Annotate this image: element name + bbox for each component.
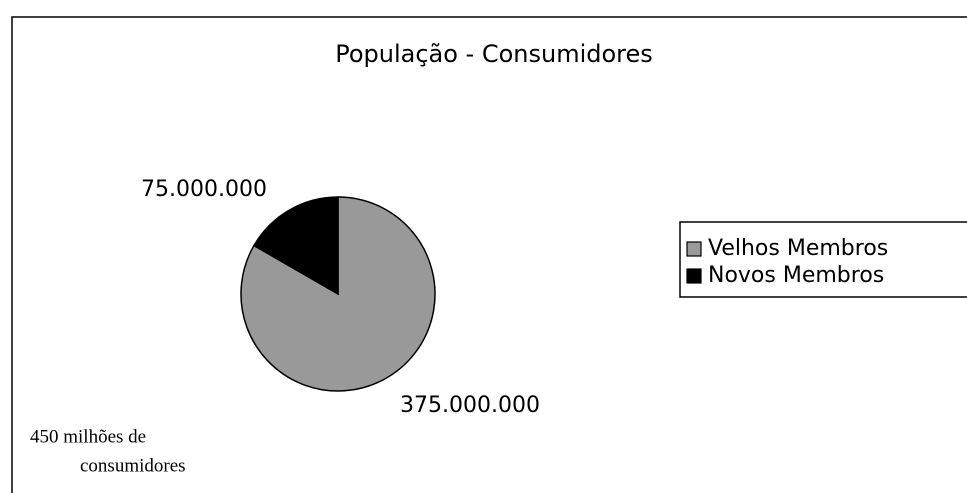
legend-label: Velhos Membros xyxy=(708,236,888,261)
legend-swatch xyxy=(686,241,702,257)
chart-title: População - Consumidores xyxy=(335,40,653,68)
data-label: 375.000.000 xyxy=(400,393,540,418)
pie-slice xyxy=(252,196,339,296)
annotation: consumidores xyxy=(80,455,186,476)
data-label: 75.000.000 xyxy=(141,177,267,202)
legend-box xyxy=(679,221,967,298)
chart-frame xyxy=(11,16,967,493)
legend-swatch xyxy=(686,268,702,284)
legend-label: Novos Membros xyxy=(708,263,884,288)
annotation: 450 milhões de xyxy=(30,426,146,447)
